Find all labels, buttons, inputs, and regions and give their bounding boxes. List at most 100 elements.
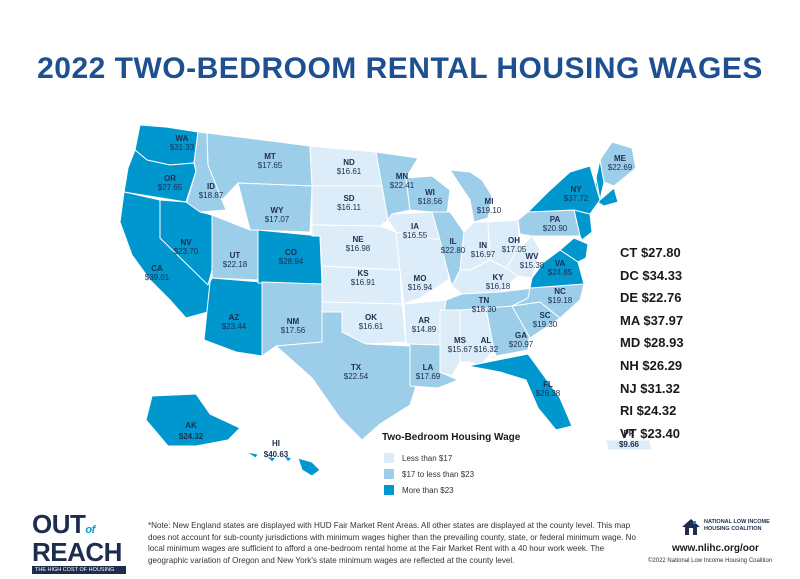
state-wage: $9.66 [619,440,640,449]
state-code: WI [425,188,435,197]
state-mi [449,169,493,223]
state-code: MI [485,197,494,206]
small-state-wage: DE $22.76 [620,290,682,306]
state-wage: $17.56 [281,326,306,335]
state-code: NV [180,238,192,247]
state-pr [605,439,653,451]
state-code: VA [555,259,566,268]
state-wage: $17.07 [265,215,290,224]
house-icon [682,519,700,535]
small-state-wage: NJ $31.32 [620,380,680,396]
state-code: OH [508,236,520,245]
state-code: IL [449,237,456,246]
state-wage: $16.98 [346,244,371,253]
state-wage: $39.01 [145,273,170,282]
state-wage: $16.91 [351,278,376,287]
state-code: PA [550,215,561,224]
legend: Two-Bedroom Housing Wage Less than $17 $… [382,432,552,498]
state-wage: $16.61 [337,167,362,176]
small-state-wage: DC $34.33 [620,267,683,283]
state-va [529,249,585,289]
state-code: ME [614,154,627,163]
small-state-wage: MD $28.93 [620,335,684,351]
state-wage: $23.44 [222,322,247,331]
state-wage: $22.18 [223,260,248,269]
state-code: MO [414,274,427,283]
legend-swatch [384,453,394,463]
state-wage: $27.65 [158,183,183,192]
state-code: NE [352,235,364,244]
out-of-reach-logo: OUTof REACH THE HIGH COST OF HOUSING [32,511,152,574]
state-code: MN [396,172,409,181]
state-ms [439,309,461,377]
small-state-wage: VT $23.40 [620,425,680,441]
state-mn [375,151,419,221]
state-wage: $16.94 [408,283,433,292]
state-wage: $19.30 [533,320,558,329]
state-code: SC [539,311,550,320]
state-wage: $18.56 [418,197,443,206]
state-tx [275,311,419,441]
state-code: NC [554,287,566,296]
state-code: NM [287,317,300,326]
state-wage: $22.41 [390,181,415,190]
small-state-wage: NH $26.29 [620,357,683,373]
state-wage: $15.67 [448,345,473,354]
small-state-wage: CT $27.80 [620,245,681,260]
state-code: AZ [229,313,240,322]
small-state-wage: MA $37.97 [620,312,684,328]
state-code: KY [492,273,504,282]
state-code: KS [357,269,369,278]
state-ak [145,393,241,447]
state-wage: $20.97 [509,340,534,349]
state-wage: $16.97 [471,250,496,259]
northeast-region [265,455,277,463]
state-wage: $26.38 [536,389,561,398]
state-code: WA [176,134,189,143]
state-wage: $16.61 [359,322,384,331]
website-url[interactable]: www.nlihc.org/oor [672,543,759,554]
state-code: HI [272,439,280,448]
state-code: FL [543,380,553,389]
state-wage: $17.05 [502,245,527,254]
small-state-wage: RI $24.32 [620,403,677,419]
state-wage: $22.69 [608,163,633,172]
legend-swatch [384,485,394,495]
state-code: ND [343,158,355,167]
state-wage: $20.90 [543,224,568,233]
state-code: PR [623,429,634,438]
state-wage: $16.18 [486,282,511,291]
footnote: *Note: New England states are displayed … [148,521,636,565]
small-states-list: CT $27.80 DC $34.33 DE $22.76 MA $37.97 MD $… [620,242,740,445]
legend-item-medium: $17 to less than $23 [382,466,552,482]
state-wage: $37.72 [564,194,589,203]
state-hi [297,457,321,477]
state-code: WY [271,206,285,215]
state-wage: $19.10 [477,206,502,215]
state-wage: $14.89 [412,325,437,334]
state-wage: $16.11 [337,203,361,212]
state-wage: $16.32 [474,345,499,354]
state-code: IA [411,222,419,231]
state-code: UT [230,251,241,260]
state-sd [311,185,389,227]
state-code: MT [264,152,276,161]
state-code: CO [285,248,297,257]
state-wage: $16.55 [403,231,428,240]
legend-item-light: Less than $17 [382,450,552,466]
state-nc [511,283,585,319]
state-me [599,141,637,187]
state-code: OR [164,174,176,183]
state-code: ID [207,182,215,191]
state-wage: $15.38 [520,261,545,270]
northeast-region [283,455,293,463]
state-code: AK [185,421,197,430]
state-code: MS [454,336,467,345]
state-code: NY [570,185,582,194]
state-wy [237,182,313,233]
state-wage: $18.30 [472,305,497,314]
state-ny [527,165,601,215]
state-wage: $23.70 [174,247,199,256]
legend-swatch [384,469,394,479]
